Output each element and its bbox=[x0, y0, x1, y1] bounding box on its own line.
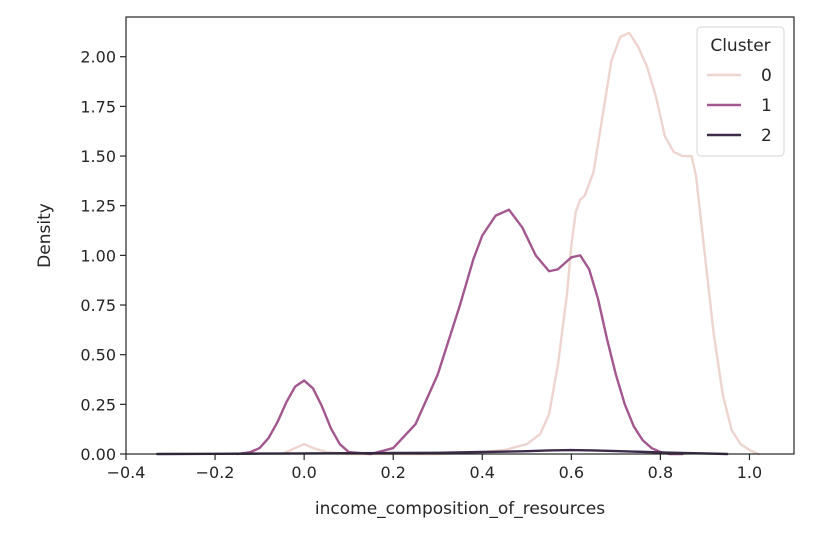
x-tick-label: 1.0 bbox=[737, 463, 762, 482]
legend-label-0: 0 bbox=[761, 66, 772, 86]
y-axis-label: Density bbox=[35, 203, 55, 268]
y-tick-label: 1.50 bbox=[80, 147, 116, 166]
legend-title: Cluster bbox=[710, 36, 770, 56]
x-tick-label: 0.8 bbox=[648, 463, 673, 482]
x-tick-label: 0.0 bbox=[291, 463, 316, 482]
y-tick-label: 0.00 bbox=[80, 445, 116, 464]
axes-frame bbox=[125, 16, 795, 455]
legend: Cluster 0 1 2 bbox=[696, 26, 785, 157]
y-tick-label: 0.25 bbox=[80, 395, 116, 414]
x-tick-label: −0.4 bbox=[107, 463, 146, 482]
series-line-1 bbox=[236, 208, 684, 456]
legend-label-2: 2 bbox=[761, 126, 772, 146]
y-tick-label: 2.00 bbox=[80, 48, 116, 67]
legend-box bbox=[696, 26, 785, 157]
x-tick-label: 0.6 bbox=[559, 463, 584, 482]
y-tick-label: 0.50 bbox=[80, 346, 116, 365]
x-axis-label: income_composition_of_resources bbox=[315, 499, 605, 519]
x-tick-label: 0.4 bbox=[470, 463, 495, 482]
x-tick-label: −0.2 bbox=[196, 463, 235, 482]
y-tick-label: 1.25 bbox=[80, 197, 116, 216]
y-tick-label: 1.00 bbox=[80, 246, 116, 265]
y-tick-label: 0.75 bbox=[80, 296, 116, 315]
legend-label-1: 1 bbox=[761, 96, 772, 116]
axes: −0.4 −0.2 0.0 0.2 0.4 0.6 0.8 1.0 0.00 0.25 0.50 0.… bbox=[80, 16, 795, 482]
x-tick-label: 0.2 bbox=[380, 463, 405, 482]
y-tick-label: 1.75 bbox=[80, 97, 116, 116]
